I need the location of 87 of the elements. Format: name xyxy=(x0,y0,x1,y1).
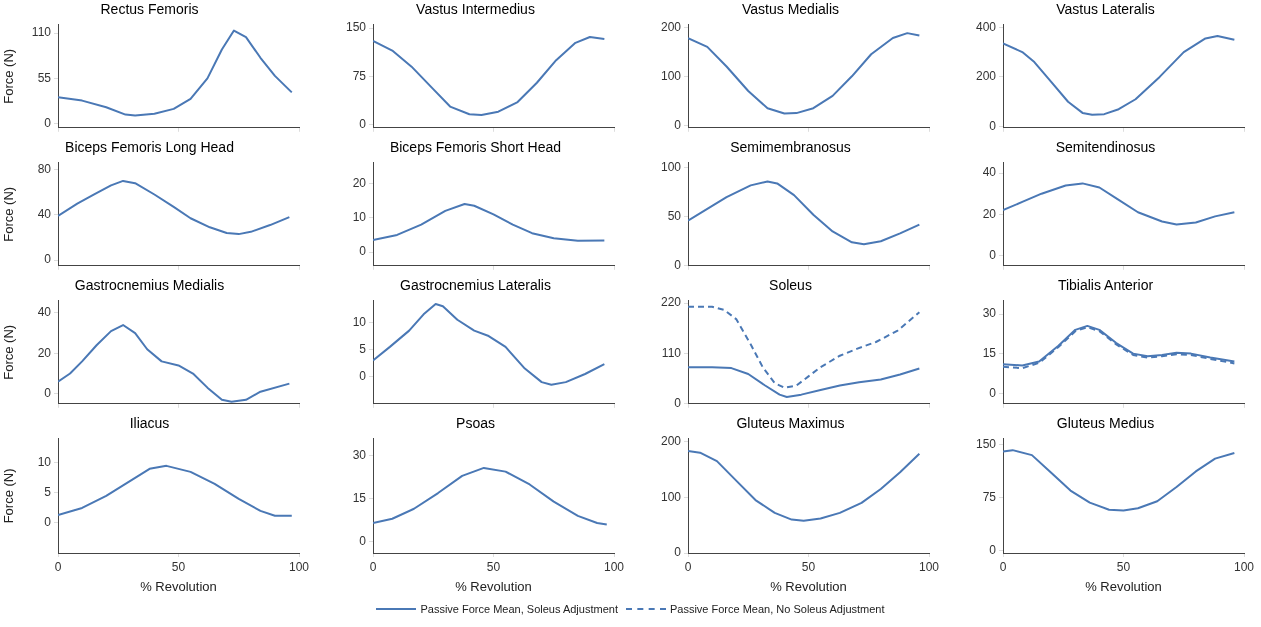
y-axis-title: Force (N) xyxy=(1,324,17,380)
y-axis-title: Force (N) xyxy=(1,48,17,104)
y-tick-label: 0 xyxy=(359,369,367,384)
chart-title: Biceps Femoris Short Head xyxy=(389,139,562,156)
y-tick-label: 220 xyxy=(660,295,682,310)
x-tick-label: 100 xyxy=(1233,559,1255,574)
x-tick-label: 50 xyxy=(171,559,186,574)
y-tick-label: 80 xyxy=(37,161,52,176)
chart-title: Vastus Medialis xyxy=(741,1,840,18)
y-tick-label: 100 xyxy=(660,160,682,175)
y-tick-label: 0 xyxy=(989,543,997,558)
chart-title: Vastus Lateralis xyxy=(1056,1,1155,18)
y-tick-label: 0 xyxy=(989,385,997,400)
y-tick-label: 15 xyxy=(352,491,367,506)
y-tick-label: 100 xyxy=(660,68,682,83)
y-axis-title: Force (N) xyxy=(1,186,17,242)
chart-title: Gastrocnemius Lateralis xyxy=(400,277,551,294)
chart-title: Rectus Femoris xyxy=(100,1,199,18)
y-tick-label: 0 xyxy=(989,118,997,133)
x-tick-label: 0 xyxy=(54,559,62,574)
y-tick-label: 110 xyxy=(661,345,682,360)
y-tick-label: 0 xyxy=(44,115,52,130)
x-tick-label: 100 xyxy=(918,559,940,574)
y-tick-label: 0 xyxy=(44,386,52,401)
chart-title: Psoas xyxy=(456,415,495,432)
y-tick-label: 0 xyxy=(674,117,682,132)
y-tick-label: 0 xyxy=(44,515,52,530)
chart-title: Vastus Intermedius xyxy=(416,1,535,18)
y-tick-label: 55 xyxy=(37,70,52,85)
y-tick-label: 110 xyxy=(31,25,52,40)
y-tick-label: 5 xyxy=(44,485,52,500)
y-tick-label: 30 xyxy=(352,448,367,463)
y-tick-label: 40 xyxy=(982,165,997,180)
y-tick-label: 30 xyxy=(982,306,997,321)
y-tick-label: 200 xyxy=(660,433,682,448)
chart-title: Iliacus xyxy=(129,415,170,432)
chart-title: Tibialis Anterior xyxy=(1057,277,1154,294)
chart-title: Soleus xyxy=(769,277,812,294)
y-tick-label: 0 xyxy=(674,258,682,273)
y-tick-label: 40 xyxy=(37,207,52,222)
y-tick-label: 0 xyxy=(44,252,52,267)
y-tick-label: 150 xyxy=(975,436,997,451)
y-tick-label: 15 xyxy=(982,345,997,360)
chart-title: Semimembranosus xyxy=(730,139,851,156)
x-tick-label: 100 xyxy=(288,559,310,574)
x-tick-label: 50 xyxy=(486,559,501,574)
x-tick-label: 50 xyxy=(801,559,816,574)
y-tick-label: 200 xyxy=(975,69,997,84)
y-tick-label: 10 xyxy=(352,210,367,225)
x-axis-title: % Revolution xyxy=(770,578,847,594)
x-tick-label: 50 xyxy=(1116,559,1131,574)
x-axis-title: % Revolution xyxy=(455,578,532,594)
chart-title: Semitendinosus xyxy=(1055,139,1156,156)
y-tick-label: 0 xyxy=(989,247,997,262)
chart-title: Gluteus Maximus xyxy=(736,415,845,432)
legend-label: Passive Force Mean, No Soleus Adjustment xyxy=(669,603,885,615)
y-tick-label: 10 xyxy=(352,314,367,329)
y-tick-label: 0 xyxy=(359,116,367,131)
chart-title: Biceps Femoris Long Head xyxy=(65,139,234,156)
y-tick-label: 40 xyxy=(37,305,52,320)
x-tick-label: 100 xyxy=(603,559,625,574)
chart-title: Gluteus Medius xyxy=(1056,415,1155,432)
y-tick-label: 200 xyxy=(660,19,682,34)
y-tick-label: 75 xyxy=(352,68,367,83)
y-tick-label: 100 xyxy=(660,489,682,504)
y-tick-label: 0 xyxy=(674,396,682,411)
x-axis-title: % Revolution xyxy=(1085,578,1162,594)
x-tick-label: 0 xyxy=(999,559,1007,574)
x-axis-title: % Revolution xyxy=(140,578,217,594)
y-tick-label: 50 xyxy=(667,209,682,224)
y-tick-label: 0 xyxy=(359,244,367,259)
x-tick-label: 0 xyxy=(684,559,692,574)
line-series xyxy=(688,305,921,389)
y-tick-label: 20 xyxy=(982,206,997,221)
legend-label: Passive Force Mean, Soleus Adjustment xyxy=(420,603,618,615)
y-tick-label: 10 xyxy=(37,455,52,470)
y-tick-label: 20 xyxy=(352,175,367,190)
chart-title: Gastrocnemius Medialis xyxy=(74,277,225,294)
y-tick-label: 150 xyxy=(345,20,367,35)
y-tick-label: 0 xyxy=(674,545,682,560)
y-axis-title: Force (N) xyxy=(1,468,17,524)
y-tick-label: 75 xyxy=(982,489,997,504)
y-tick-label: 20 xyxy=(37,345,52,360)
y-tick-label: 5 xyxy=(359,341,367,356)
y-tick-label: 0 xyxy=(359,533,367,548)
y-tick-label: 400 xyxy=(975,19,997,34)
x-tick-label: 0 xyxy=(369,559,377,574)
